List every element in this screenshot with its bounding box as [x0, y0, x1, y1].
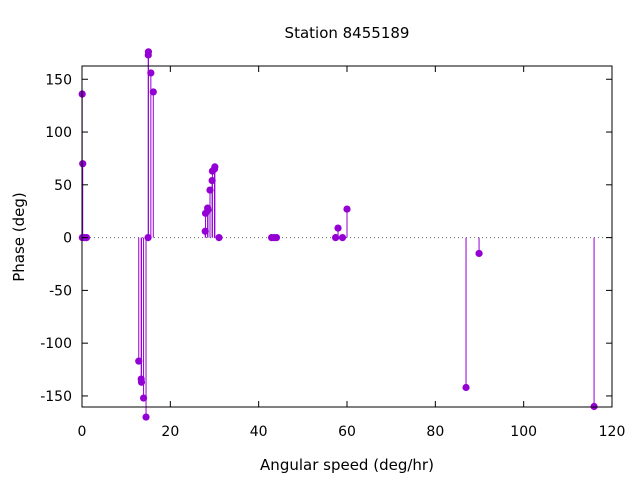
data-point — [137, 378, 146, 386]
data-point — [204, 204, 212, 212]
x-axis-label: Angular speed (deg/hr) — [260, 456, 434, 474]
data-point — [144, 51, 152, 59]
x-tick-label: 100 — [510, 424, 537, 440]
data-point — [149, 88, 157, 96]
y-axis-label: Phase (deg) — [10, 192, 28, 282]
x-tick-label: 120 — [599, 424, 626, 440]
y-tick-label: 100 — [45, 125, 72, 141]
chart-title: Station 8455189 — [285, 24, 410, 42]
x-tick-label: 60 — [338, 424, 356, 440]
data-point — [475, 249, 483, 258]
x-tick-label: 80 — [426, 424, 444, 440]
data-point — [206, 186, 214, 194]
data-point — [135, 357, 143, 365]
data-point — [211, 163, 219, 171]
data-point — [272, 234, 281, 242]
data-point — [334, 224, 342, 232]
data-point — [142, 413, 150, 421]
data-point — [139, 394, 148, 402]
data-point — [215, 234, 223, 242]
x-tick-label: 0 — [78, 424, 87, 440]
data-point — [79, 160, 87, 168]
data-point — [208, 176, 216, 185]
data-point — [147, 69, 155, 77]
data-point — [338, 234, 347, 242]
data-point — [201, 227, 209, 235]
y-tick-label: 150 — [45, 72, 72, 88]
y-tick-label: 50 — [54, 178, 72, 194]
y-tick-label: -100 — [40, 336, 72, 352]
data-point — [462, 383, 470, 392]
x-tick-label: 40 — [250, 424, 268, 440]
plot-frame — [81, 65, 613, 408]
data-point — [144, 234, 152, 242]
data-point — [332, 234, 340, 242]
y-tick-label: 0 — [63, 231, 72, 247]
y-tick-label: -50 — [49, 283, 72, 299]
y-tick-label: -150 — [40, 389, 72, 405]
data-point — [343, 205, 351, 213]
x-tick-label: 20 — [161, 424, 179, 440]
